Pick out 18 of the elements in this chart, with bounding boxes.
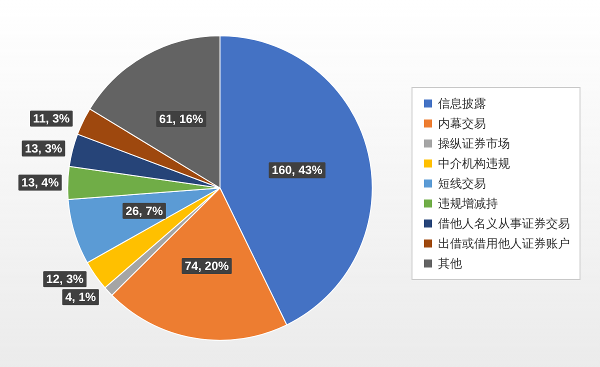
data-label: 26, 7%: [126, 204, 164, 218]
legend-label: 其他: [438, 256, 462, 270]
legend-label: 出借或借用他人证券账户: [438, 236, 570, 250]
legend-label: 信息披露: [438, 96, 486, 110]
data-label: 13, 4%: [21, 176, 60, 190]
legend-label: 内幕交易: [438, 116, 486, 130]
legend-label: 短线交易: [438, 176, 486, 190]
data-label: 4, 1%: [65, 290, 96, 304]
legend-label: 中介机构违规: [438, 156, 510, 170]
data-label: 61, 16%: [159, 112, 204, 126]
data-label: 13, 3%: [24, 142, 63, 156]
legend-label: 借他人名义从事证券交易: [438, 216, 570, 230]
legend-label: 操纵证券市场: [438, 136, 510, 150]
legend-label: 违规增减持: [438, 196, 498, 210]
data-label: 74, 20%: [184, 259, 230, 274]
data-label: 11, 3%: [33, 112, 70, 126]
data-label: 160, 43%: [272, 163, 323, 178]
data-label: 12, 3%: [46, 272, 84, 286]
